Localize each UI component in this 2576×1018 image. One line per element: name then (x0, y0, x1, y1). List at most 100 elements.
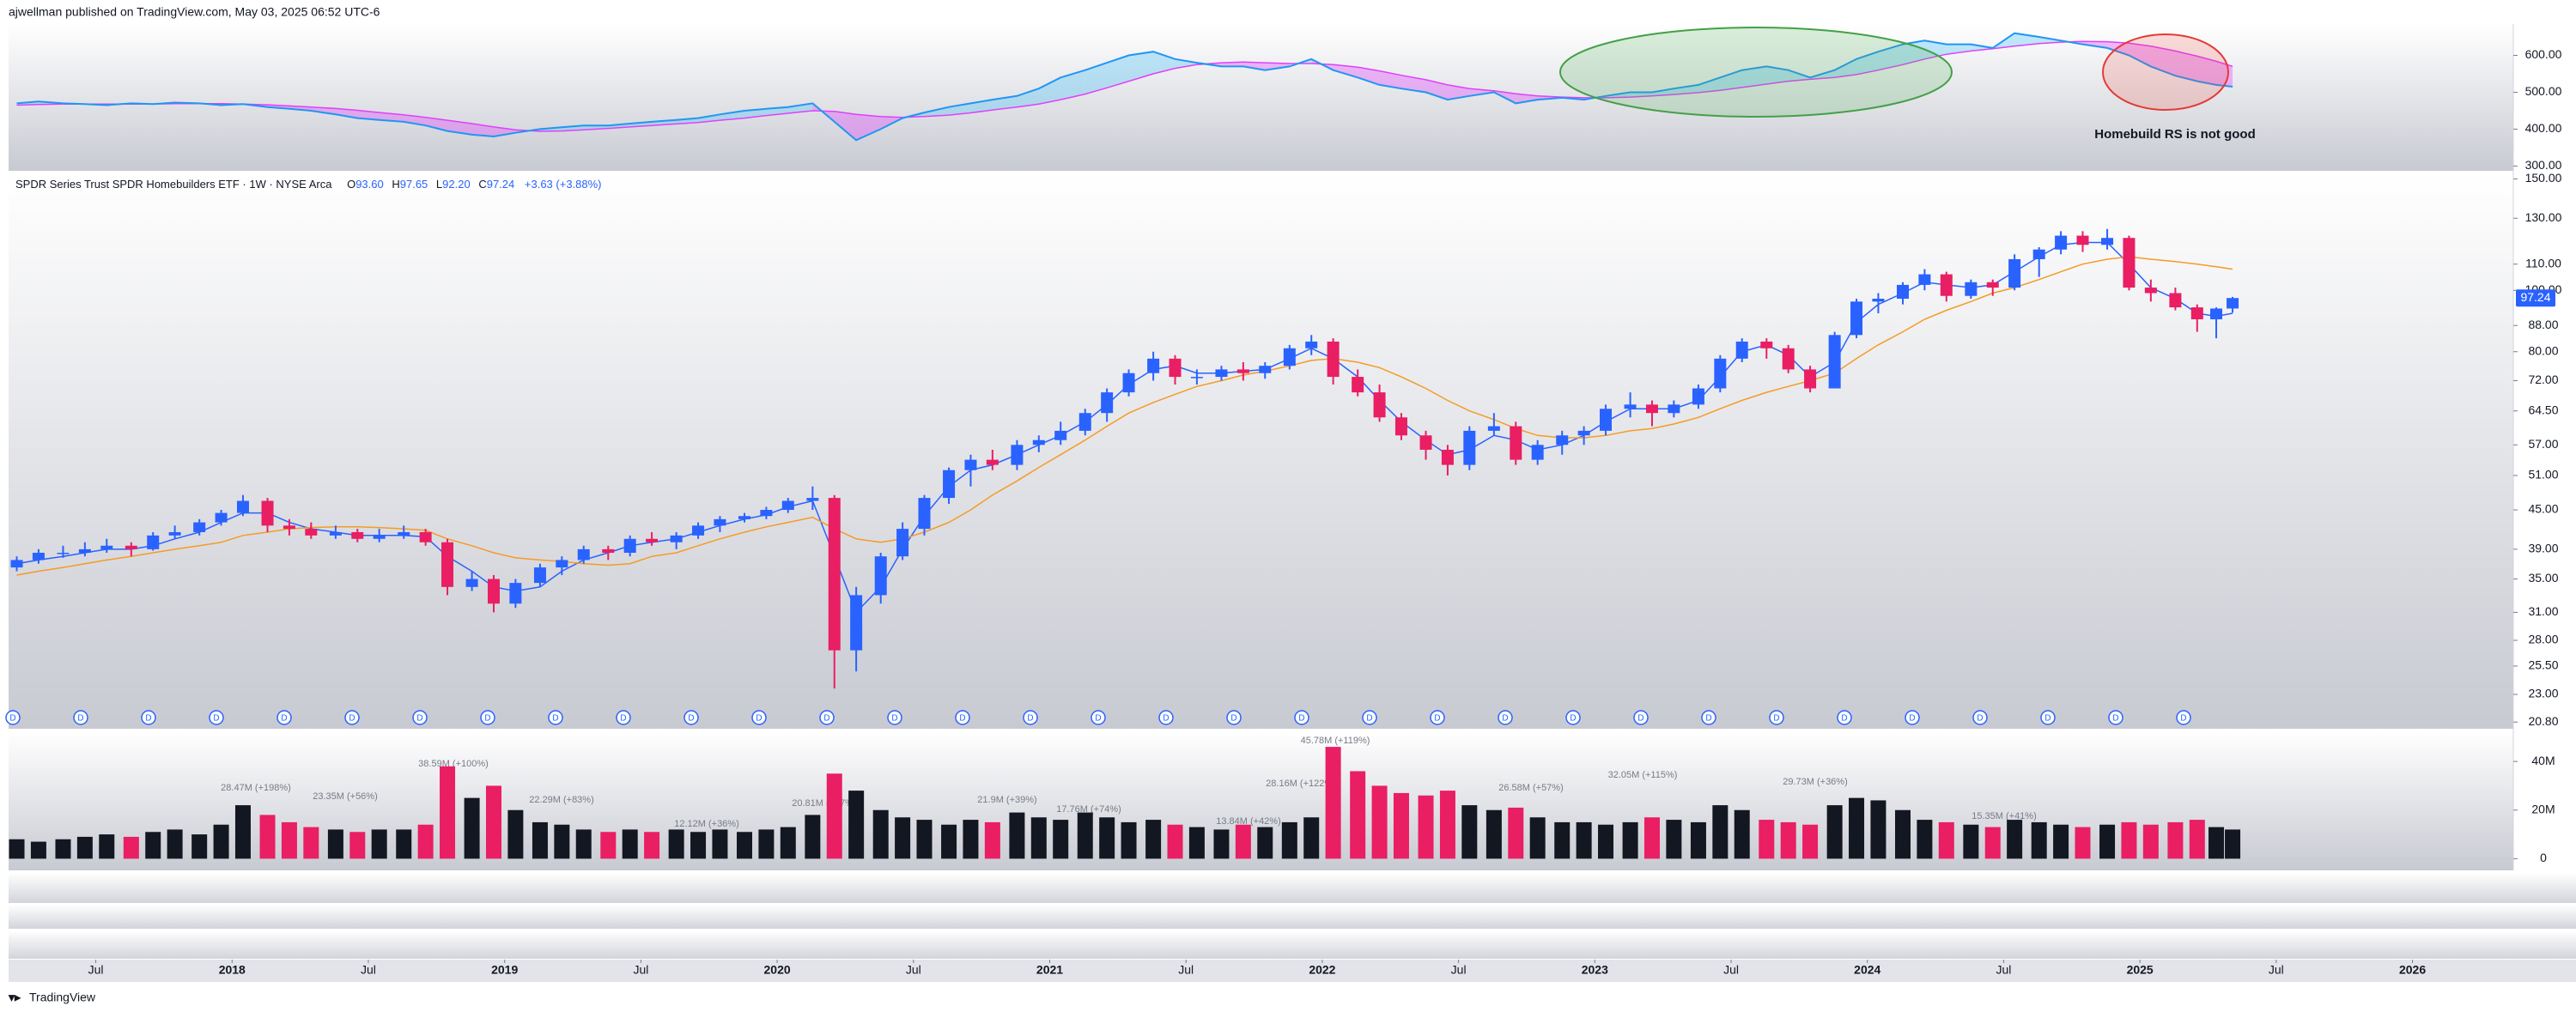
dividend-marker (1362, 710, 1377, 725)
volume-bar (303, 827, 319, 859)
legend-value: 97.65 (400, 178, 428, 191)
volume-bar (1529, 817, 1546, 859)
rs-layer (16, 32, 2233, 142)
volume-bar (440, 766, 456, 859)
volume-bar (1325, 747, 1341, 859)
x-tick-label: 2018 (219, 963, 246, 977)
rs-fill (1674, 84, 1698, 95)
candle-body (57, 552, 70, 554)
candle-body (781, 500, 794, 511)
volume-annotation: 29.73M (+36%) (1783, 777, 1848, 787)
dividend-marker (683, 710, 699, 725)
volume-bar (1099, 817, 1115, 859)
candle-body (1190, 377, 1203, 379)
candle-body (373, 535, 386, 539)
volume-bar (575, 829, 592, 859)
y-tick-label: 28.00 (2528, 633, 2558, 646)
x-tick-label: Jul (633, 963, 648, 977)
volume-bar (396, 829, 412, 859)
volume-bar (1984, 827, 2001, 859)
y-tick-label: 31.00 (2528, 604, 2558, 618)
candle-body (964, 459, 977, 470)
price-badge-label: 97.24 (2520, 290, 2550, 304)
dividend-label: D (1502, 714, 1508, 724)
candle-body (1305, 341, 1318, 348)
dividend-marker (1294, 710, 1309, 725)
candle-body (918, 498, 931, 530)
volume-bar (1734, 809, 1750, 859)
volume-bar (123, 836, 139, 859)
dividend-marker (276, 710, 292, 725)
dividend-label: D (1434, 714, 1440, 724)
volume-bar (2142, 824, 2159, 859)
volume-bar (1712, 805, 1728, 859)
x-tick-label: Jul (361, 963, 376, 977)
rs-fill (1038, 77, 1061, 105)
dividend-marker (1837, 710, 1852, 725)
volume-bar (1145, 820, 1162, 859)
highlight-ellipse (1559, 27, 1953, 118)
dividend-label: D (1366, 714, 1372, 724)
rs-fill (1741, 66, 1767, 88)
dividend-label: D (1298, 714, 1304, 724)
candle-body (1531, 445, 1544, 460)
rs-fill (1128, 52, 1154, 82)
dividend-marker (2108, 710, 2123, 725)
volume-bar (758, 829, 775, 859)
candle-body (623, 538, 636, 553)
time-axis (9, 960, 2576, 982)
volume-bar (1009, 812, 1025, 859)
y-tick-label: 150.00 (2525, 171, 2562, 185)
x-tick-label: 2021 (1036, 963, 1063, 977)
candle-body (556, 560, 568, 568)
dividend-label: D (213, 714, 219, 724)
volume-annotation: 28.16M (+122%) (1266, 779, 1336, 789)
rs-fill (1060, 70, 1085, 100)
candle-body (1986, 282, 1999, 288)
y-tick-label: 110.00 (2525, 256, 2561, 270)
dividend-marker (1701, 710, 1716, 725)
dividend-label: D (2044, 714, 2050, 724)
volume-annotation: 45.78M (+119%) (1301, 736, 1370, 746)
candle-body (1419, 435, 1432, 450)
rs-fill (2175, 51, 2197, 82)
y-tick-label: 25.50 (2528, 658, 2558, 672)
x-tick-label: 2022 (1309, 963, 1335, 977)
y-tick-label: 130.00 (2525, 210, 2562, 224)
candle-body (1283, 348, 1296, 367)
rs-fill (2196, 56, 2217, 85)
dividend-marker (412, 710, 428, 725)
volume-bar (1802, 824, 1819, 859)
dividend-label: D (484, 714, 490, 724)
candle-body (738, 516, 751, 519)
candle-body (1692, 388, 1704, 405)
rs-fill (1425, 79, 1448, 100)
volume-bar (1188, 827, 1205, 859)
candle-body (1782, 348, 1795, 370)
candle-body (714, 518, 726, 526)
volume-bar (1622, 821, 1638, 859)
rs-fill (1400, 75, 1426, 93)
candle-body (487, 579, 500, 604)
legend-value: 92.20 (442, 178, 471, 191)
footer-logo: ▾▸ TradingView (8, 991, 96, 1004)
candle-body (168, 531, 181, 536)
legend-value: 97.24 (487, 178, 515, 191)
dividend-marker (887, 710, 902, 725)
rs-fill (1878, 44, 1904, 70)
dividend-label: D (959, 714, 965, 724)
candle-body (1441, 449, 1454, 465)
volume-bar (1849, 797, 1865, 859)
y-tick-label: 300.00 (2525, 158, 2562, 172)
legend-key: L (436, 178, 442, 191)
candle-body (32, 552, 45, 561)
legend: SPDR Series Trust SPDR Homebuilders ETF … (15, 178, 602, 191)
candle-body (1373, 392, 1386, 418)
volume-bar (167, 829, 183, 859)
candle-body (329, 531, 342, 536)
volume-bar (532, 821, 548, 859)
candle-body (1828, 335, 1841, 389)
dividend-label: D (552, 714, 558, 724)
dividend-marker (548, 710, 563, 725)
volume-bar (1917, 820, 1933, 859)
